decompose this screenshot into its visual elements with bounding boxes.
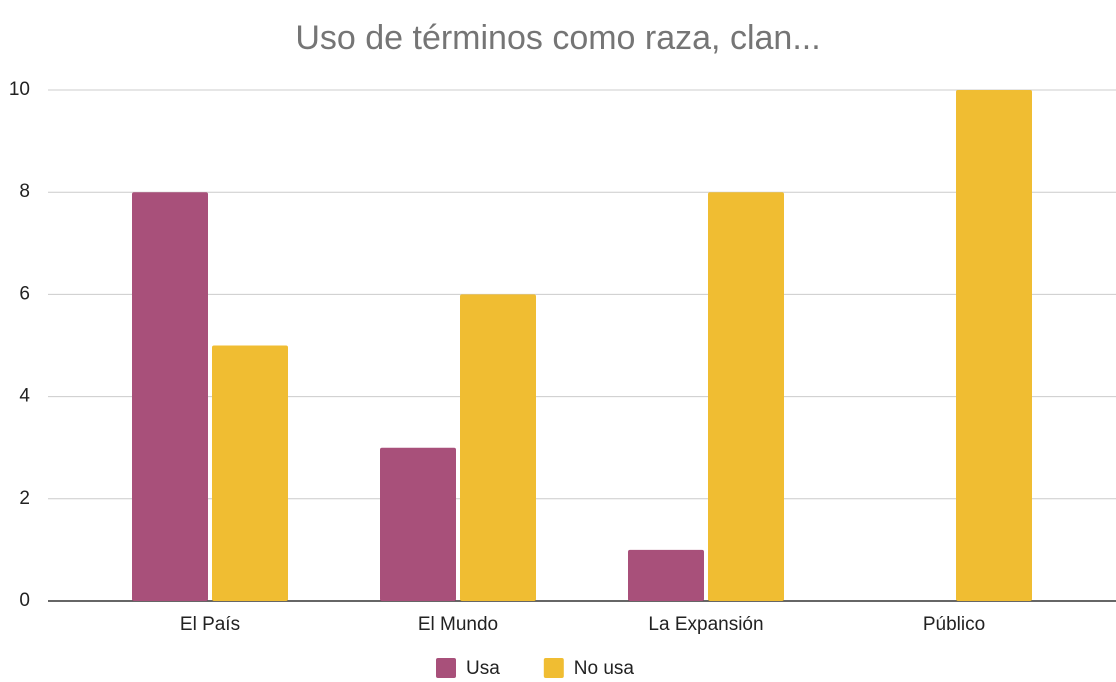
bar [708, 192, 784, 601]
bar [628, 549, 704, 601]
y-tick-label: 6 [19, 283, 30, 304]
legend-label: Usa [466, 658, 500, 679]
y-tick-label: 10 [9, 79, 30, 100]
x-tick-label: La Expansión [648, 614, 763, 635]
bar [460, 294, 536, 601]
x-tick-label: Público [923, 614, 985, 635]
legend-label: No usa [574, 658, 635, 679]
legend-swatch [436, 658, 456, 678]
x-tick-label: El Mundo [418, 614, 498, 635]
y-tick-label: 0 [19, 590, 30, 611]
bar [132, 192, 208, 601]
y-tick-label: 8 [19, 181, 30, 202]
y-tick-label: 2 [19, 488, 30, 509]
x-tick-label: El País [180, 614, 240, 635]
chart-title: Uso de términos como raza, clan... [295, 19, 820, 57]
bar [212, 345, 288, 601]
bar [956, 90, 1032, 601]
legend-swatch [543, 658, 564, 678]
y-tick-label: 4 [19, 386, 30, 407]
bar [380, 447, 456, 601]
